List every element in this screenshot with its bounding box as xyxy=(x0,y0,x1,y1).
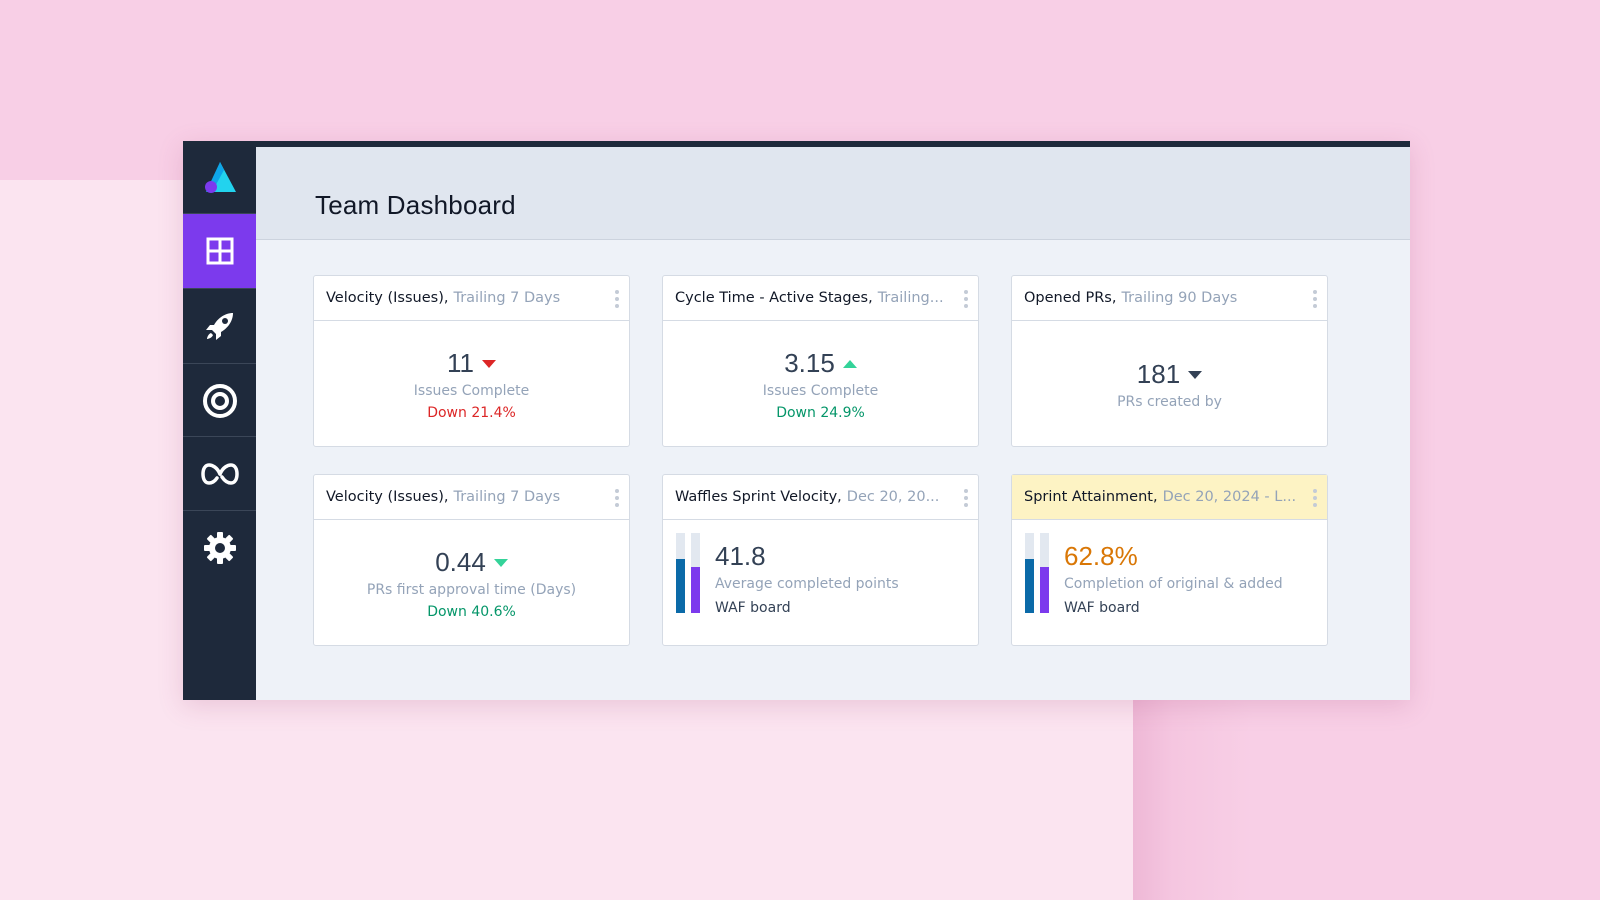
card-subtitle: Trailing 7 Days xyxy=(453,290,561,306)
metric-label: Issues Complete xyxy=(762,383,879,399)
card-body: 0.44 PRs first approval time (Days) Down… xyxy=(314,521,629,646)
metric-value: 11 xyxy=(447,348,474,378)
board-name: WAF board xyxy=(1064,600,1140,616)
sidebar-item-rocket[interactable] xyxy=(183,289,256,363)
metric-delta: Down 24.9% xyxy=(776,405,865,421)
card-header: Velocity (Issues), Trailing 7 Days xyxy=(314,475,629,520)
card-subtitle: Trailing 90 Days xyxy=(1121,290,1238,306)
metric-card-cycle-time[interactable]: Cycle Time - Active Stages, Trailing... … xyxy=(662,275,979,447)
progress-bar-added xyxy=(1040,533,1049,613)
sidebar-item-loop[interactable] xyxy=(183,437,256,511)
page-header: Team Dashboard xyxy=(256,147,1410,240)
card-title: Opened PRs, xyxy=(1024,290,1117,306)
more-options-icon[interactable] xyxy=(963,489,969,507)
metric-card-sprint-velocity[interactable]: Waffles Sprint Velocity, Dec 20, 20... 4… xyxy=(662,474,979,646)
card-body: 3.15 Issues Complete Down 24.9% xyxy=(663,322,978,447)
sidebar-item-settings[interactable] xyxy=(183,511,256,585)
sidebar-item-dashboard[interactable] xyxy=(183,214,256,288)
card-header: Waffles Sprint Velocity, Dec 20, 20... xyxy=(663,475,978,520)
metric-value: 41.8 xyxy=(715,541,766,571)
app-logo[interactable] xyxy=(183,141,256,213)
sidebar-divider xyxy=(183,436,256,437)
card-title: Cycle Time - Active Stages, xyxy=(675,290,873,306)
metric-value: 62.8% xyxy=(1064,541,1138,571)
trend-down-icon xyxy=(1188,370,1203,379)
card-title: Velocity (Issues), xyxy=(326,489,449,505)
metric-label: PRs first approval time (Days) xyxy=(366,582,577,598)
progress-bar-original xyxy=(1025,533,1034,613)
metric-value: 0.44 xyxy=(435,547,486,577)
metric-label: Average completed points xyxy=(715,576,899,592)
sidebar-divider xyxy=(183,213,256,214)
metric-card-approval-time[interactable]: Velocity (Issues), Trailing 7 Days 0.44 … xyxy=(313,474,630,646)
sidebar-divider xyxy=(183,288,256,289)
card-header: Sprint Attainment, Dec 20, 2024 - L... xyxy=(1012,475,1327,520)
more-options-icon[interactable] xyxy=(963,290,969,308)
board-name: WAF board xyxy=(715,600,791,616)
metric-card-velocity[interactable]: Velocity (Issues), Trailing 7 Days 11 Is… xyxy=(313,275,630,447)
card-header: Cycle Time - Active Stages, Trailing... xyxy=(663,276,978,321)
metric-card-opened-prs[interactable]: Opened PRs, Trailing 90 Days 181 PRs cre… xyxy=(1011,275,1328,447)
rocket-icon xyxy=(205,313,233,340)
logo-icon xyxy=(204,162,236,193)
metric-delta: Down 21.4% xyxy=(427,405,516,421)
background-shadow xyxy=(1133,700,1600,900)
metric-card-sprint-attainment[interactable]: Sprint Attainment, Dec 20, 2024 - L... 6… xyxy=(1011,474,1328,646)
metric-label: PRs created by xyxy=(1117,394,1222,410)
sidebar-divider xyxy=(183,510,256,511)
card-subtitle: Dec 20, 20... xyxy=(846,489,940,505)
metric-label: Issues Complete xyxy=(413,383,530,399)
progress-bar-added xyxy=(691,533,700,613)
metric-delta: Down 40.6% xyxy=(427,604,516,620)
target-icon xyxy=(202,384,237,418)
more-options-icon[interactable] xyxy=(614,489,620,507)
infinity-icon xyxy=(200,463,239,485)
more-options-icon[interactable] xyxy=(1312,290,1318,308)
card-body: 11 Issues Complete Down 21.4% xyxy=(314,322,629,447)
sidebar-item-target[interactable] xyxy=(183,364,256,438)
card-header: Opened PRs, Trailing 90 Days xyxy=(1012,276,1327,321)
card-title: Velocity (Issues), xyxy=(326,290,449,306)
card-subtitle: Dec 20, 2024 - L... xyxy=(1162,489,1297,505)
window-top-bar xyxy=(183,141,1410,147)
trend-down-icon xyxy=(482,359,496,368)
card-header: Velocity (Issues), Trailing 7 Days xyxy=(314,276,629,321)
more-options-icon[interactable] xyxy=(1312,489,1318,507)
app-window: Team Dashboard Velocity (Issues), Traili… xyxy=(183,141,1410,700)
grid-icon xyxy=(206,237,233,265)
trend-up-icon xyxy=(842,359,857,368)
page-title: Team Dashboard xyxy=(315,190,516,220)
card-subtitle: Trailing 7 Days xyxy=(453,489,561,505)
card-subtitle: Trailing... xyxy=(877,290,944,306)
metric-label: Completion of original & added xyxy=(1064,576,1283,592)
metric-value: 3.15 xyxy=(784,348,835,378)
more-options-icon[interactable] xyxy=(614,290,620,308)
sidebar-divider xyxy=(183,363,256,364)
gear-icon xyxy=(203,532,236,564)
main-content: Team Dashboard Velocity (Issues), Traili… xyxy=(256,147,1410,700)
card-body: 181 PRs created by xyxy=(1012,322,1327,447)
card-body: 62.8% Completion of original & added WAF… xyxy=(1012,521,1327,646)
metric-value: 181 xyxy=(1136,359,1181,389)
progress-bar-original xyxy=(676,533,685,613)
card-body: 41.8 Average completed points WAF board xyxy=(663,521,978,646)
card-title: Waffles Sprint Velocity, xyxy=(675,489,842,505)
trend-down-icon xyxy=(493,558,508,567)
card-title: Sprint Attainment, xyxy=(1024,489,1158,505)
sidebar xyxy=(183,141,256,700)
